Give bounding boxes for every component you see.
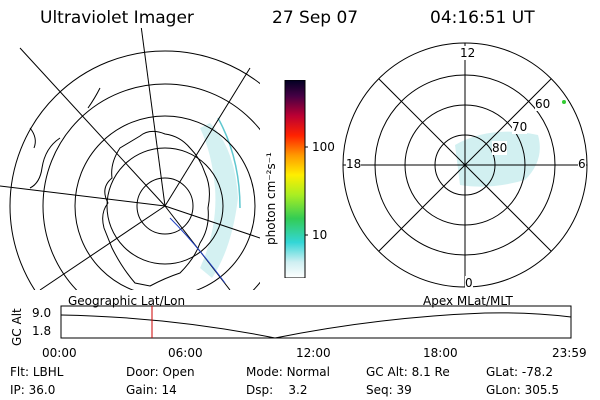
mlt-label-0: 0 xyxy=(465,276,473,290)
info-gain: Gain: 14 xyxy=(126,383,177,397)
info-door: Door: Open xyxy=(126,365,195,379)
colorbar-unit-label: photon cm⁻²s⁻¹ xyxy=(264,152,278,245)
info-gc-alt: GC Alt: 8.1 Re xyxy=(366,365,450,379)
timeline-x-tick-1200: 12:00 xyxy=(296,346,331,360)
mlt-label-18: 18 xyxy=(346,157,362,171)
lat-label-80: 80 xyxy=(492,141,508,155)
info-dsp: Dsp: 3.2 xyxy=(246,383,308,397)
timeline-x-tick-2359: 23:59 xyxy=(552,346,587,360)
info-seq: Seq: 39 xyxy=(366,383,412,397)
mlt-label-6: 6 xyxy=(578,157,586,171)
lat-label-70: 70 xyxy=(512,120,528,134)
timeline-right-label: Apex MLat/MLT xyxy=(423,294,513,308)
time-label: 04:16:51 UT xyxy=(430,8,535,28)
altitude-timeline xyxy=(60,305,572,339)
info-glon: GLon: 305.5 xyxy=(486,383,559,397)
info-mode: Mode: Normal xyxy=(246,365,330,379)
polar-mlt-plot xyxy=(342,42,588,288)
geographic-map xyxy=(0,28,260,290)
colorbar xyxy=(284,80,308,278)
mlt-label-12: 12 xyxy=(460,46,476,60)
info-flt: Flt: LBHL xyxy=(10,365,64,379)
timeline-left-label: Geographic Lat/Lon xyxy=(68,294,186,308)
timeline-y-label: GC Alt xyxy=(10,308,24,346)
timeline-y-tick-1: 1.8 xyxy=(32,324,52,338)
colorbar-tick-10: 10 xyxy=(312,228,328,242)
info-glat: GLat: -78.2 xyxy=(486,365,553,379)
info-ip: IP: 36.0 xyxy=(10,383,56,397)
lat-label-60: 60 xyxy=(535,97,551,111)
date-label: 27 Sep 07 xyxy=(272,8,359,28)
timeline-x-tick-0000: 00:00 xyxy=(42,346,77,360)
instrument-title: Ultraviolet Imager xyxy=(40,8,194,28)
colorbar-tick-100: 100 xyxy=(312,140,335,154)
timeline-x-tick-1800: 18:00 xyxy=(423,346,458,360)
timeline-y-tick-9: 9.0 xyxy=(32,306,52,320)
timeline-x-tick-0600: 06:00 xyxy=(168,346,203,360)
